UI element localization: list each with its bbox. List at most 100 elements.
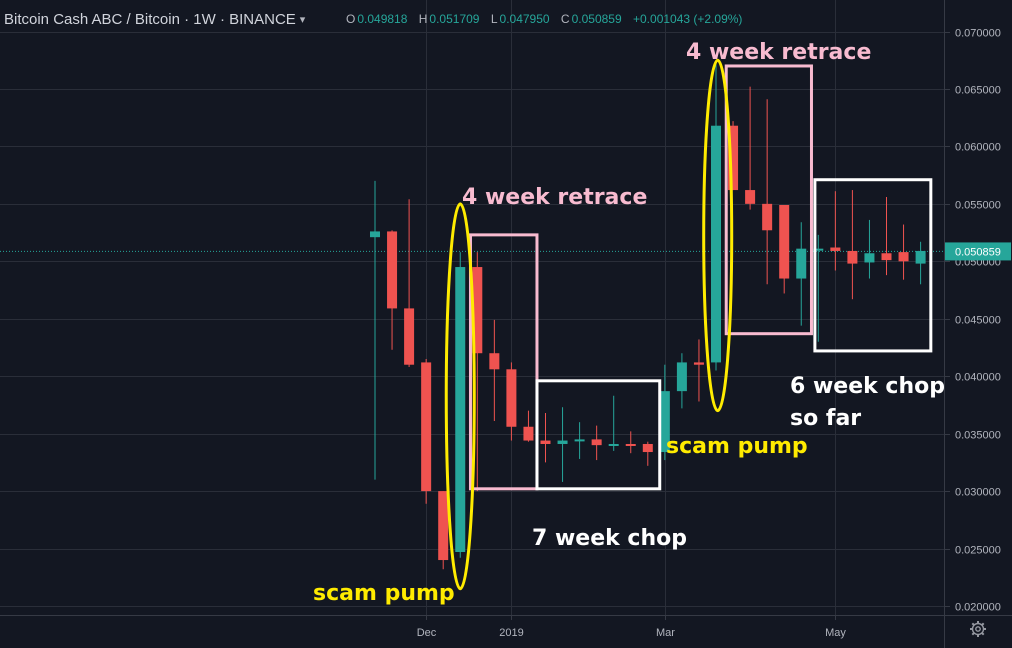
chop-label-2-line2: so far: [790, 406, 861, 431]
chop-label-2: 6 week chop: [790, 374, 945, 399]
x-tick-label: Mar: [656, 627, 675, 639]
y-tick-label: 0.030000: [955, 487, 1001, 499]
y-tick-label: 0.040000: [955, 372, 1001, 384]
candle-body: [387, 231, 398, 309]
high-value: 0.051709: [429, 12, 480, 26]
chevron-down-icon[interactable]: ▾: [299, 13, 306, 26]
candle: [898, 224, 909, 280]
symbol-name[interactable]: Bitcoin Cash ABC / Bitcoin: [4, 10, 180, 28]
candle-body: [779, 204, 790, 279]
low-key: L: [490, 12, 498, 26]
retrace-box-2: [724, 64, 813, 336]
candle: [608, 395, 619, 451]
candle: [659, 364, 670, 461]
exchange-label[interactable]: BINANCE: [229, 10, 296, 28]
chop-box-2: [813, 178, 933, 353]
candle: [830, 191, 841, 271]
annotations: 4 week retrace 4 week retrace 7 week chop 6…: [313, 40, 945, 606]
retrace-label-2: 4 week retrace: [686, 40, 871, 65]
retrace-label-1: 4 week retrace: [462, 185, 647, 210]
candle: [455, 252, 466, 558]
candle: [557, 407, 568, 482]
candle-body: [557, 440, 568, 444]
candlesticks: [370, 63, 926, 570]
candle: [847, 190, 858, 300]
candle: [762, 99, 773, 285]
candle-body: [728, 125, 739, 191]
candle: [506, 362, 517, 441]
candle: [864, 219, 875, 279]
low-value: 0.047950: [499, 12, 550, 26]
candle: [438, 491, 449, 570]
high-key: H: [418, 12, 428, 26]
candle-body: [421, 362, 432, 492]
candle: [711, 63, 721, 371]
candle: [489, 319, 500, 422]
candle: [472, 252, 483, 492]
candle-body: [898, 252, 909, 262]
candle: [387, 230, 398, 350]
candle: [421, 358, 432, 504]
candle-body: [762, 203, 773, 231]
candle: [813, 234, 824, 342]
candle-body: [370, 231, 380, 238]
candle-body: [574, 439, 585, 442]
candle-body: [676, 362, 687, 392]
gear-icon[interactable]: [969, 620, 987, 638]
candle: [574, 422, 585, 459]
chop-box-1: [535, 379, 662, 491]
candle: [693, 339, 704, 402]
candle-body: [796, 248, 807, 279]
y-tick-label: 0.035000: [955, 430, 1001, 442]
change-value: +0.001043 (+2.09%): [633, 12, 743, 26]
candle: [642, 441, 653, 466]
symbol-title[interactable]: Bitcoin Cash ABC / Bitcoin · 1W · BINANC…: [4, 10, 296, 28]
price-label-bg: [945, 242, 1011, 261]
candle: [796, 222, 807, 326]
candle-body: [693, 362, 704, 365]
y-tick-label: 0.055000: [955, 200, 1001, 212]
candle: [915, 241, 926, 285]
candle-body: [830, 247, 841, 251]
chop-label-1: 7 week chop: [532, 526, 687, 551]
candle: [625, 431, 636, 454]
candle: [591, 425, 602, 461]
candle-body: [847, 250, 858, 264]
open-key: O: [346, 12, 356, 26]
x-tick-label: May: [825, 627, 846, 639]
candle-body: [813, 248, 824, 251]
retrace-box-1: [468, 233, 539, 491]
candle-body: [523, 426, 534, 441]
candle-body: [711, 125, 721, 363]
candle: [881, 196, 892, 276]
pump-label-2: scam pump: [666, 434, 808, 459]
candle-body: [881, 253, 892, 261]
candle-body: [864, 253, 875, 263]
interval-label[interactable]: 1W: [193, 10, 216, 28]
x-tick-label: Dec: [417, 627, 437, 639]
current-price-label: 0.050859: [945, 242, 1011, 261]
price-label-text: 0.050859: [955, 246, 1001, 258]
pump-ellipse-1: [444, 202, 476, 591]
candle-body: [659, 391, 670, 453]
time-axis[interactable]: Dec2019MarMayJu: [417, 615, 1012, 639]
close-value: 0.050859: [571, 12, 622, 26]
y-tick-label: 0.070000: [955, 28, 1001, 40]
candle: [728, 121, 739, 191]
y-tick-label: 0.025000: [955, 545, 1001, 557]
y-tick-label: 0.020000: [955, 602, 1001, 614]
candle-body: [591, 439, 602, 446]
ohlc-readout: O 0.049818 H 0.051709 L 0.047950 C 0.050859 …: [346, 12, 750, 26]
candle-body: [506, 369, 517, 427]
candle-body: [404, 308, 415, 365]
candle-body: [642, 443, 653, 453]
x-tick-label: 2019: [499, 627, 523, 639]
candle-body: [608, 443, 619, 446]
candle-body: [915, 250, 926, 264]
pump-ellipse-2: [702, 58, 734, 413]
close-key: C: [560, 12, 570, 26]
pump-label-1: scam pump: [313, 581, 455, 606]
